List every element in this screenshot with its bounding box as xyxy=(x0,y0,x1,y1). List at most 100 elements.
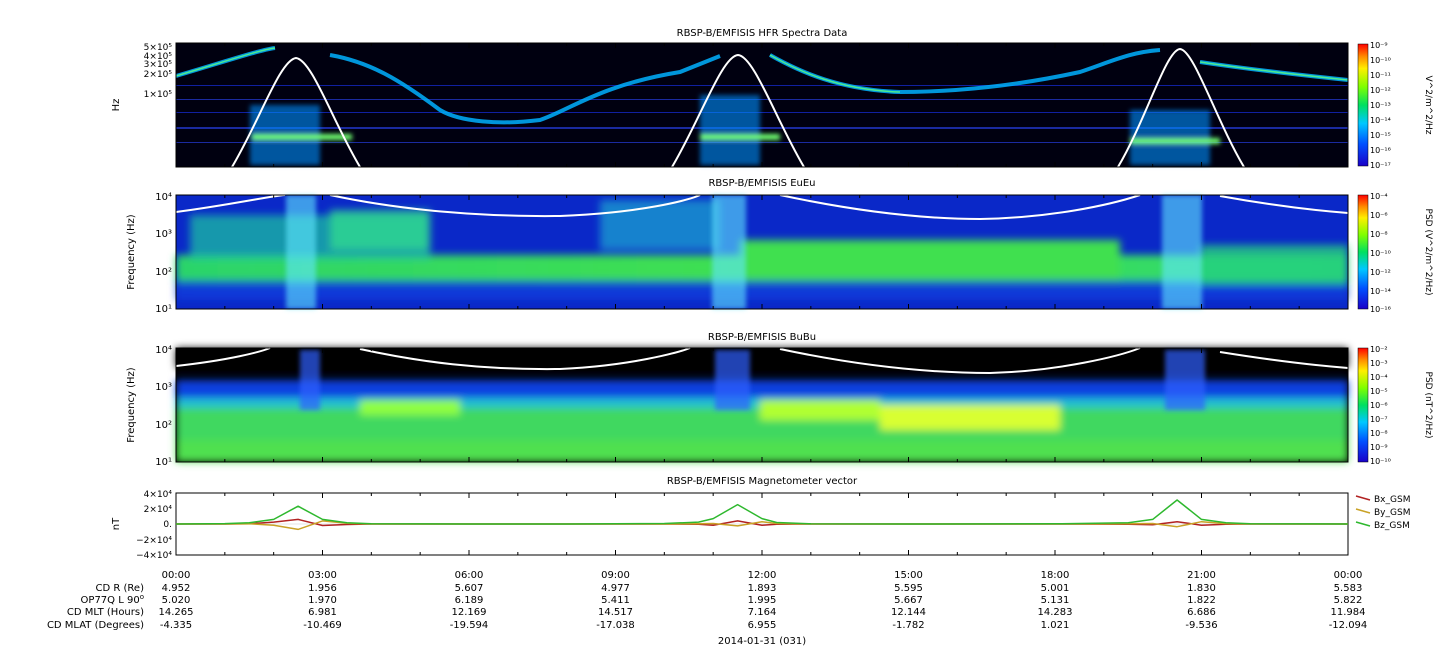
svg-text:10⁻⁹: 10⁻⁹ xyxy=(1370,443,1388,452)
colorbar-ticks: 10⁻⁴ 10⁻⁶ 10⁻⁸ 10⁻¹⁰ 10⁻¹² 10⁻¹⁴ 10⁻¹⁶ xyxy=(1370,192,1391,314)
ephem-value: -12.094 xyxy=(1329,620,1368,631)
ephem-value: 11.984 xyxy=(1331,607,1366,618)
ephem-value: 7.164 xyxy=(748,607,777,618)
svg-text:2×10⁴: 2×10⁴ xyxy=(144,505,173,515)
ephem-value: 6.981 xyxy=(308,607,337,618)
colorbar-eueu xyxy=(1357,194,1369,310)
y-tick-labels: 5×10⁵ 4×10⁵ 3×10⁵ 2×10⁵ 1×10⁵ xyxy=(144,43,173,100)
x-tick-labels: 00:00 03:00 06:00 09:00 12:00 15:00 18:0… xyxy=(162,570,1363,581)
svg-text:10²: 10² xyxy=(155,420,172,431)
ephem-value: 4.952 xyxy=(162,583,191,594)
svg-text:10³: 10³ xyxy=(155,382,172,393)
ephemeris-values: 4.952 1.956 5.607 4.977 1.893 5.595 5.001 1.830… xyxy=(159,583,1368,631)
hfr-plasma-line-2 xyxy=(671,53,805,168)
ephem-value: -1.782 xyxy=(892,620,924,631)
ephem-label: CD MLT (Hours) xyxy=(67,607,144,618)
ephem-value: 14.265 xyxy=(159,607,194,618)
ephem-label: CD MLAT (Degrees) xyxy=(47,620,144,631)
x-tick-label: 00:00 xyxy=(162,570,191,581)
svg-text:10⁻¹²: 10⁻¹² xyxy=(1370,86,1391,95)
ephem-value: 1.830 xyxy=(1187,583,1216,594)
panel-eueu: RBSP-B/EMFISIS EuEu Frequency (Hz) 10⁴ 1… xyxy=(126,178,1433,315)
svg-text:2×10⁵: 2×10⁵ xyxy=(144,70,173,80)
y-axis-label: Hz xyxy=(111,99,122,112)
ephem-value: 5.001 xyxy=(1041,583,1070,594)
svg-text:10³: 10³ xyxy=(155,229,172,240)
ephem-value: -19.594 xyxy=(450,620,489,631)
x-tick-label: 21:00 xyxy=(1187,570,1216,581)
date-label: 2014-01-31 (031) xyxy=(718,636,806,647)
ephem-value: 12.169 xyxy=(452,607,487,618)
y-axis-label: nT xyxy=(111,517,122,530)
y-axis-label: Frequency (Hz) xyxy=(126,367,137,443)
ephem-value: 6.189 xyxy=(455,595,484,606)
ephem-value: 1.021 xyxy=(1041,620,1070,631)
ephem-value: 12.144 xyxy=(891,607,926,618)
bubu-perigee-bursts xyxy=(300,350,1205,410)
x-tick-label: 06:00 xyxy=(455,570,484,581)
x-tick-label: 18:00 xyxy=(1041,570,1070,581)
legend-entry-bx: Bx_GSM xyxy=(1374,495,1410,505)
ephem-value: -9.536 xyxy=(1185,620,1217,631)
svg-text:10⁻¹²: 10⁻¹² xyxy=(1370,268,1391,277)
svg-text:10⁻⁸: 10⁻⁸ xyxy=(1370,429,1388,438)
legend: Bx_GSM By_GSM Bz_GSM xyxy=(1355,495,1410,531)
ephem-value: 14.517 xyxy=(598,607,633,618)
x-tick-label: 00:00 xyxy=(1334,570,1363,581)
svg-text:10⁴: 10⁴ xyxy=(155,345,172,356)
panel-bubu: RBSP-B/EMFISIS BuBu Frequency (Hz) 10⁴ 1… xyxy=(126,332,1433,468)
svg-text:10⁴: 10⁴ xyxy=(155,192,172,203)
eueu-perigee-bursts xyxy=(286,195,1202,309)
ephem-value: 5.131 xyxy=(1041,595,1070,606)
ephem-value: 6.686 xyxy=(1187,607,1216,618)
ephem-value: 6.955 xyxy=(748,620,777,631)
svg-text:10⁻⁶: 10⁻⁶ xyxy=(1370,401,1388,410)
svg-text:10⁻¹⁰: 10⁻¹⁰ xyxy=(1370,56,1391,65)
svg-text:10⁻¹⁶: 10⁻¹⁶ xyxy=(1370,146,1391,155)
y-axis-label: Frequency (Hz) xyxy=(126,214,137,290)
ephem-value: 14.283 xyxy=(1038,607,1073,618)
panel-title: RBSP-B/EMFISIS HFR Spectra Data xyxy=(677,28,848,39)
ephem-value: -17.038 xyxy=(596,620,635,631)
hfr-perigee-bursts xyxy=(250,95,1220,165)
legend-swatch-bx xyxy=(1355,495,1371,501)
colorbar-bubu xyxy=(1357,347,1369,463)
panel-magnetometer: RBSP-B/EMFISIS Magnetometer vector nT 4×… xyxy=(111,476,1410,561)
svg-text:−4×10⁴: −4×10⁴ xyxy=(136,551,172,561)
svg-text:10⁻⁵: 10⁻⁵ xyxy=(1370,387,1388,396)
svg-text:10⁻¹⁵: 10⁻¹⁵ xyxy=(1370,131,1391,140)
svg-text:4×10⁴: 4×10⁴ xyxy=(144,490,173,500)
x-tick-label: 12:00 xyxy=(748,570,777,581)
svg-text:10⁻⁷: 10⁻⁷ xyxy=(1370,415,1388,424)
ephem-value: 5.020 xyxy=(162,595,191,606)
panel-title: RBSP-B/EMFISIS BuBu xyxy=(708,332,816,343)
series-line-bx_gsm xyxy=(176,518,1348,527)
svg-text:10⁻²: 10⁻² xyxy=(1370,345,1388,354)
ephem-value: 1.822 xyxy=(1187,595,1216,606)
ephem-label: OP77Q L 90o xyxy=(81,593,144,606)
svg-text:10⁻¹³: 10⁻¹³ xyxy=(1370,101,1391,110)
ephem-value: 5.411 xyxy=(601,595,630,606)
ephem-value: 1.970 xyxy=(308,595,337,606)
svg-text:10⁻¹⁰: 10⁻¹⁰ xyxy=(1370,249,1391,258)
svg-text:10⁻³: 10⁻³ xyxy=(1370,359,1388,368)
legend-entry-by: By_GSM xyxy=(1374,508,1410,518)
bubu-emission-band xyxy=(176,348,1348,462)
ephem-value: 5.822 xyxy=(1334,595,1363,606)
colorbar-ticks: 10⁻² 10⁻³ 10⁻⁴ 10⁻⁵ 10⁻⁶ 10⁻⁷ 10⁻⁸ 10⁻⁹ … xyxy=(1370,345,1391,466)
svg-text:10⁻¹⁷: 10⁻¹⁷ xyxy=(1370,161,1391,170)
eueu-cyclotron-line xyxy=(175,194,1349,221)
mag-series xyxy=(175,499,1349,531)
svg-text:10⁻⁶: 10⁻⁶ xyxy=(1370,211,1388,220)
svg-text:10⁻¹⁰: 10⁻¹⁰ xyxy=(1370,457,1391,466)
ephem-value: 5.667 xyxy=(894,595,923,606)
ephem-value: 5.595 xyxy=(894,583,923,594)
ephem-value: 1.995 xyxy=(748,595,777,606)
x-tick-marks xyxy=(175,43,1349,555)
svg-text:10²: 10² xyxy=(155,267,172,278)
x-tick-label: 09:00 xyxy=(601,570,630,581)
ephem-value: 5.583 xyxy=(1334,583,1363,594)
y-tick-labels: 10⁴ 10³ 10² 10¹ xyxy=(155,345,172,468)
colorbar-hfr xyxy=(1357,43,1369,167)
